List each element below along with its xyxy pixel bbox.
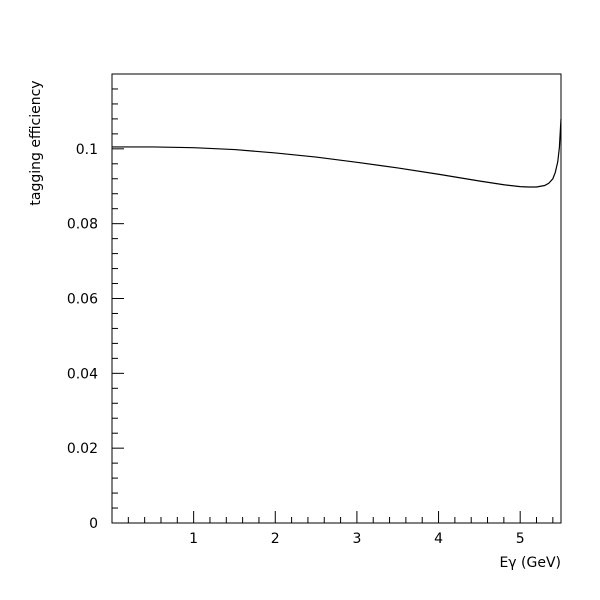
- x-tick-label: 5: [516, 531, 525, 547]
- plot-frame: [111, 73, 562, 524]
- y-tick-label: 0.08: [67, 217, 98, 233]
- y-tick-label: 0.06: [67, 292, 98, 308]
- y-tick-label: 0.02: [67, 441, 98, 457]
- y-tick-label: 0: [89, 516, 98, 532]
- y-tick-label: 0.1: [76, 142, 98, 158]
- y-axis-title: tagging efficiency: [28, 80, 44, 205]
- y-tick-label: 0.04: [67, 366, 98, 382]
- plot-area: 1 2 3 4 5 0 0.02 0.04 0.06 0.08 0.1: [67, 73, 562, 547]
- x-tick-label: 4: [434, 531, 443, 547]
- series-line: [112, 118, 562, 188]
- x-tick-label: 3: [352, 531, 361, 547]
- x-axis-title: Eγ (GeV): [499, 555, 561, 571]
- x-tick-label: 2: [271, 531, 280, 547]
- x-tick-label: 1: [189, 531, 198, 547]
